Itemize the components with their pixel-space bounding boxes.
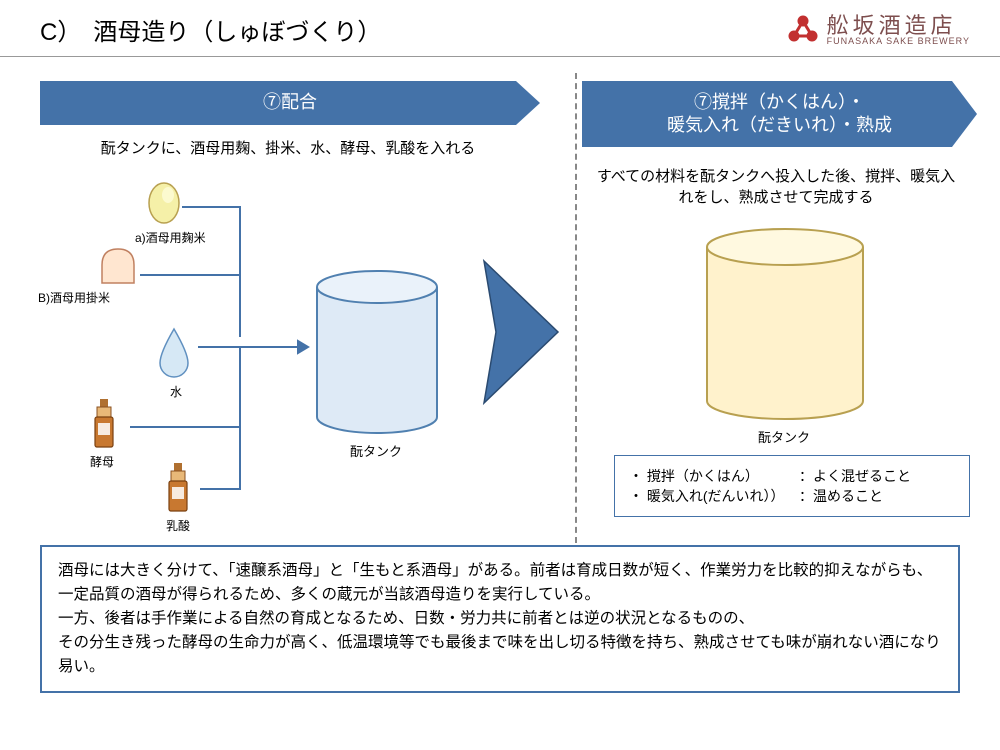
vertical-divider bbox=[575, 73, 577, 543]
brand-logo-icon bbox=[785, 12, 821, 48]
subtitle-right: すべての材料を酛タンクへ投入した後、撹拌、暖気入れをし、熟成させて完成する bbox=[596, 165, 956, 207]
page-title: C） 酒母造り（しゅぼづくり） bbox=[40, 12, 381, 47]
label-lactic: 乳酸 bbox=[166, 517, 190, 534]
definitions-box: ・ 撹拌（かくはん） ：よく混ぜること ・ 暖気入れ(だんいれ）） ：温めること bbox=[614, 455, 970, 517]
tank-right bbox=[700, 223, 870, 423]
banner-left-text: ⑦配合 bbox=[263, 91, 317, 114]
label-kake: B)酒母用掛米 bbox=[38, 289, 110, 306]
label-koji: a)酒母用麹米 bbox=[135, 229, 206, 246]
def-def-2: ：温めること bbox=[799, 486, 883, 506]
def-term-2: ・ 暖気入れ(だんいれ）） bbox=[629, 486, 799, 506]
tank-left-label: 酛タンク bbox=[350, 441, 402, 460]
label-yeast: 酵母 bbox=[90, 453, 114, 470]
def-row: ・ 撹拌（かくはん） ：よく混ぜること bbox=[629, 466, 955, 486]
label-water: 水 bbox=[170, 383, 182, 400]
brand: 舩坂酒造店 FUNASAKA SAKE BREWERY bbox=[785, 12, 970, 48]
tank-right-label: 酛タンク bbox=[758, 427, 810, 446]
yeast-bottle-icon bbox=[90, 397, 118, 451]
footer-text: 酒母には大きく分けて、「速醸系酒母」と「生もと系酒母」がある。前者は育成日数が短… bbox=[58, 559, 942, 679]
kake-rice-icon bbox=[96, 243, 140, 287]
banner-right: ⑦撹拌（かくはん）・ 暖気入れ（だきいれ）・熟成 bbox=[582, 81, 977, 147]
def-term-1: ・ 撹拌（かくはん） bbox=[629, 466, 799, 486]
footer-box: 酒母には大きく分けて、「速醸系酒母」と「生もと系酒母」がある。前者は育成日数が短… bbox=[40, 545, 960, 693]
lactic-bottle-icon bbox=[164, 461, 192, 515]
banner-right-line2: 暖気入れ（だきいれ）・熟成 bbox=[667, 114, 892, 137]
def-row: ・ 暖気入れ(だんいれ）） ：温めること bbox=[629, 486, 955, 506]
brand-name-jp: 舩坂酒造店 bbox=[827, 15, 970, 37]
water-drop-icon bbox=[152, 325, 196, 381]
brand-name-en: FUNASAKA SAKE BREWERY bbox=[827, 37, 970, 46]
def-def-1: ：よく混ぜること bbox=[799, 466, 911, 486]
big-arrow-icon bbox=[480, 257, 570, 407]
banner-right-line1: ⑦撹拌（かくはん）・ bbox=[667, 91, 892, 114]
header: C） 酒母造り（しゅぼづくり） 舩坂酒造店 FUNASAKA SAKE BREW… bbox=[0, 0, 1000, 57]
tank-left bbox=[312, 267, 442, 437]
koji-rice-icon bbox=[144, 175, 184, 225]
content-area: ⑦配合 ⑦撹拌（かくはん）・ 暖気入れ（だきいれ）・熟成 酛タンクに、酒母用麹、… bbox=[0, 57, 1000, 737]
